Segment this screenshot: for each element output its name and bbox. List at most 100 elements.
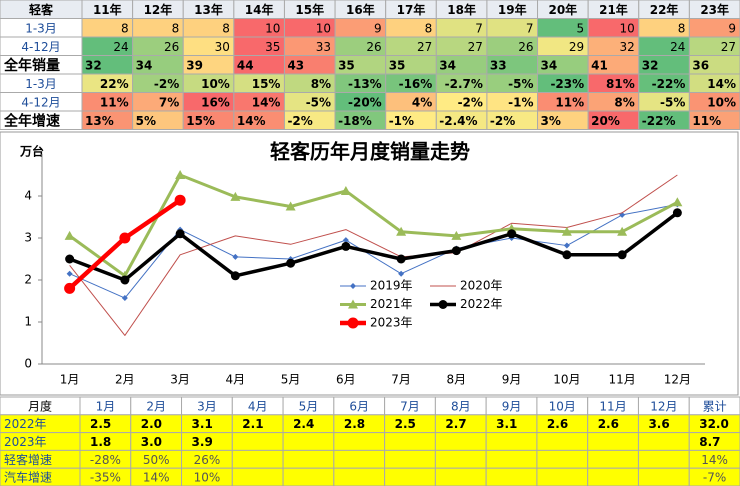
- cell: [536, 467, 589, 486]
- cell-value: 41: [591, 58, 608, 72]
- cell: [536, 432, 589, 451]
- cell-value: -23%: [550, 77, 584, 91]
- header-text: 轻客: [29, 2, 54, 17]
- cell-value: 26: [164, 40, 179, 54]
- header-text: 13年: [194, 2, 223, 17]
- cell-value: 35: [338, 58, 355, 72]
- cell-value: 32: [619, 40, 634, 54]
- cell-value: 2.4: [293, 417, 314, 431]
- cell-value: 50%: [143, 453, 170, 467]
- cell-value: 14%: [701, 453, 728, 467]
- x-tick-label: 8月: [447, 373, 467, 387]
- point: [672, 197, 683, 207]
- header-text: 22年: [650, 2, 679, 17]
- cell-value: -16%: [399, 77, 433, 91]
- point: [340, 185, 351, 195]
- x-tick-label: 11月: [608, 373, 635, 387]
- cell-value: 16%: [201, 95, 230, 109]
- row-label: 1-3月: [25, 77, 57, 91]
- point: [396, 254, 406, 264]
- header-text: 3月: [197, 399, 217, 413]
- row-label: 轻客增速: [4, 452, 52, 467]
- y-tick-label: 2: [24, 273, 32, 287]
- cell: [384, 467, 436, 486]
- cell: [282, 432, 335, 451]
- point: [286, 258, 296, 268]
- header-text: 6月: [349, 399, 369, 413]
- header-text: 12年: [144, 2, 173, 17]
- cell-value: 15%: [186, 114, 215, 128]
- cell-value: 5: [577, 21, 585, 35]
- cell-value: 10%: [707, 95, 736, 109]
- header-text: 10月: [549, 399, 576, 413]
- cell-value: 36: [692, 58, 709, 72]
- cell-value: -28%: [90, 453, 121, 467]
- legend-label: 2023年: [370, 316, 413, 330]
- header-text: 5月: [299, 399, 319, 413]
- cell-value: 14%: [237, 114, 266, 128]
- cell-value: 27: [417, 40, 432, 54]
- row-label: 全年增速: [3, 112, 60, 129]
- point: [64, 230, 75, 240]
- point: [65, 254, 75, 264]
- cell: [333, 432, 386, 451]
- cell-value: 2.6: [598, 417, 619, 431]
- cell-value: 44: [237, 58, 254, 72]
- header-text: 2月: [146, 399, 166, 413]
- cell-value: 10%: [201, 77, 230, 91]
- point: [617, 226, 628, 236]
- x-tick-label: 1月: [60, 373, 80, 387]
- cell-value: 27: [721, 40, 736, 54]
- cell: [333, 467, 386, 486]
- point: [232, 253, 239, 260]
- point: [398, 270, 405, 277]
- cell-value: 24: [113, 40, 128, 54]
- point: [672, 208, 682, 218]
- cell-value: 33: [316, 40, 331, 54]
- cell: [637, 449, 690, 469]
- point: [174, 194, 186, 206]
- cell-value: 10: [265, 21, 280, 35]
- point: [563, 242, 570, 249]
- cell: [536, 449, 589, 469]
- header-text: 1月: [96, 399, 116, 413]
- legend-label: 2019年: [370, 279, 413, 293]
- heat-cell: [688, 110, 740, 130]
- cell-value: 2.5: [90, 417, 111, 431]
- cell-value: 26: [518, 40, 533, 54]
- cell-value: 14%: [252, 95, 281, 109]
- cell-value: 39: [186, 58, 203, 72]
- point: [285, 201, 296, 211]
- series-line: [69, 174, 678, 336]
- row-label: 4-12月: [21, 95, 60, 109]
- cell-value: -1%: [508, 95, 533, 109]
- cell: [434, 449, 487, 469]
- header-text: 11年: [93, 2, 122, 17]
- cell-value: 34: [136, 58, 153, 72]
- y-tick-label: 0: [24, 357, 32, 371]
- cell-value: 2.7: [445, 417, 466, 431]
- cell-value: 11%: [100, 95, 129, 109]
- cell-value: -7%: [703, 471, 726, 485]
- cell-value: 8: [172, 21, 180, 35]
- cell-value: 26%: [194, 453, 221, 467]
- point: [230, 271, 240, 281]
- cell: [485, 467, 538, 486]
- cell-value: 5%: [136, 114, 156, 128]
- cell-value: 33: [490, 58, 507, 72]
- point: [175, 229, 185, 239]
- point: [396, 226, 407, 236]
- y-tick-label: 1: [24, 315, 32, 329]
- cell-value: 11%: [692, 114, 721, 128]
- row-label: 4-12月: [21, 40, 60, 54]
- point: [342, 237, 349, 244]
- point: [66, 270, 73, 277]
- cell-value: -5%: [660, 95, 685, 109]
- cell-value: 10: [619, 21, 634, 35]
- header-text: 19年: [498, 2, 527, 17]
- cell-value: 2.0: [141, 417, 162, 431]
- cell-value: 32: [85, 58, 102, 72]
- point: [341, 241, 351, 251]
- legend-marker: [438, 300, 448, 309]
- header-text: 17年: [397, 2, 426, 17]
